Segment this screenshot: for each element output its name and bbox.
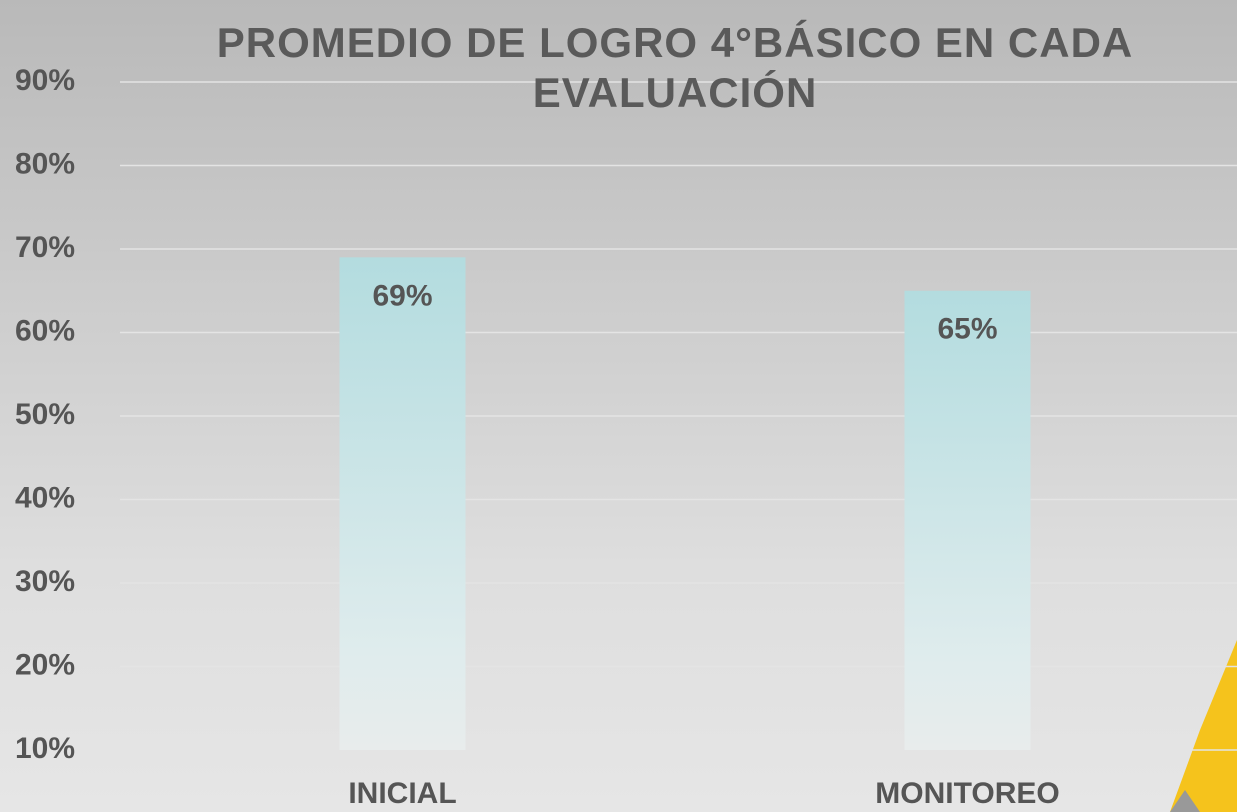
- pencil-decoration: [1170, 640, 1237, 812]
- x-tick-label: MONITOREO: [875, 777, 1059, 810]
- value-label: 69%: [372, 279, 432, 312]
- y-tick-label: 80%: [15, 147, 75, 180]
- y-tick-label: 30%: [15, 565, 75, 598]
- y-tick-label: 60%: [15, 314, 75, 347]
- y-tick-label: 40%: [15, 481, 75, 514]
- chart-title: PROMEDIO DE LOGRO 4°BÁSICO EN CADA EVALU…: [216, 19, 1134, 116]
- y-tick-label: 10%: [15, 732, 75, 765]
- value-label: 65%: [937, 313, 997, 346]
- y-tick-label: 20%: [15, 648, 75, 681]
- x-tick-label: INICIAL: [348, 777, 456, 810]
- pencil-tip: [1170, 790, 1200, 812]
- y-tick-label: 50%: [15, 398, 75, 431]
- bar: [339, 257, 466, 750]
- y-tick-label: 90%: [15, 64, 75, 97]
- y-tick-label: 70%: [15, 231, 75, 264]
- bar: [904, 290, 1031, 750]
